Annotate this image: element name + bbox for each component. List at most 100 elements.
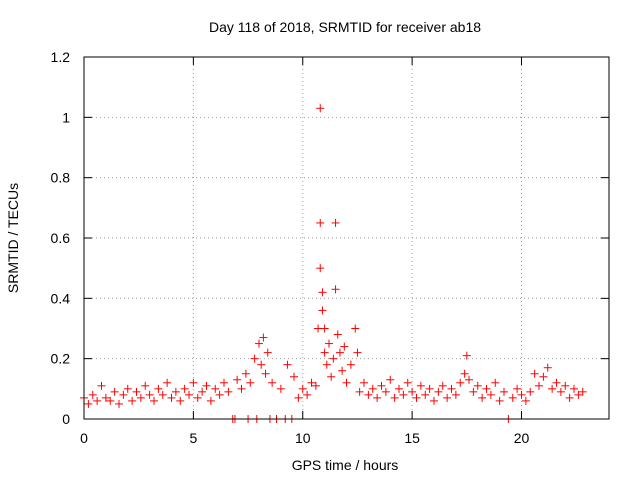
data-points: [80, 104, 587, 423]
data-point: [469, 387, 478, 396]
data-point: [355, 387, 364, 396]
data-point: [473, 381, 482, 390]
data-point: [495, 396, 504, 405]
data-point: [237, 384, 246, 393]
data-point: [556, 387, 565, 396]
data-point: [185, 390, 193, 399]
data-point: [517, 390, 526, 399]
data-point: [150, 396, 158, 405]
data-point: [346, 360, 355, 369]
data-point: [521, 396, 530, 405]
data-point: [250, 354, 259, 363]
data-point: [255, 339, 263, 348]
x-tick-label: 15: [404, 430, 420, 446]
data-point: [342, 378, 351, 387]
data-point: [316, 264, 325, 273]
data-point: [193, 393, 202, 402]
y-tick-label: 1: [62, 109, 70, 125]
data-point: [132, 387, 141, 396]
data-point: [198, 387, 207, 396]
data-point: [535, 381, 543, 390]
data-point: [303, 390, 312, 399]
data-point: [327, 372, 336, 381]
data-point: [97, 381, 106, 390]
data-point: [331, 285, 340, 294]
data-point: [513, 384, 522, 393]
data-point: [368, 384, 377, 393]
data-point: [316, 104, 325, 113]
data-point: [106, 396, 115, 405]
y-tick-label: 1.2: [51, 49, 71, 65]
data-point: [434, 387, 443, 396]
data-point: [259, 333, 268, 342]
data-point: [338, 366, 347, 375]
data-point: [154, 384, 163, 393]
data-point: [123, 384, 132, 393]
data-point: [340, 342, 349, 351]
data-point: [263, 348, 272, 357]
data-point: [395, 384, 403, 393]
y-tick-label: 0: [62, 411, 70, 427]
data-point: [158, 390, 167, 399]
grid: [84, 57, 609, 419]
data-point: [351, 324, 360, 333]
chart-title: Day 118 of 2018, SRMTID for receiver ab1…: [209, 19, 481, 35]
data-point: [316, 218, 325, 227]
data-point: [318, 288, 327, 297]
data-point: [403, 378, 412, 387]
data-point: [241, 369, 250, 378]
data-point: [539, 372, 548, 381]
data-point: [93, 396, 102, 405]
data-point: [360, 378, 368, 387]
data-point: [548, 384, 557, 393]
data-point: [353, 348, 362, 357]
data-point: [408, 387, 417, 396]
x-axis-label: GPS time / hours: [292, 457, 399, 473]
data-point: [171, 387, 180, 396]
data-point: [283, 360, 292, 369]
x-tick-label: 10: [295, 430, 311, 446]
data-point: [84, 399, 93, 408]
data-point: [430, 396, 438, 405]
data-point: [119, 390, 128, 399]
data-point: [206, 396, 215, 405]
y-tick-label: 0.8: [51, 170, 71, 186]
data-point: [399, 390, 408, 399]
data-point: [482, 384, 491, 393]
data-point: [167, 393, 176, 402]
data-point: [322, 360, 331, 369]
data-point: [136, 393, 145, 402]
data-point: [333, 330, 342, 339]
data-point: [246, 378, 255, 387]
data-point: [115, 399, 123, 408]
data-point: [552, 378, 561, 387]
data-point: [381, 387, 390, 396]
data-point: [320, 324, 329, 333]
data-point: [478, 393, 487, 402]
data-point: [570, 384, 578, 393]
x-tick-label: 20: [514, 430, 530, 446]
data-point: [416, 381, 425, 390]
data-point: [438, 381, 447, 390]
data-point: [486, 390, 495, 399]
y-tick-label: 0.4: [51, 290, 71, 306]
data-point: [543, 363, 552, 372]
data-point: [145, 390, 154, 399]
data-point: [276, 384, 285, 393]
data-point: [390, 393, 399, 402]
data-point: [508, 393, 517, 402]
data-point: [530, 369, 539, 378]
data-point: [386, 375, 395, 384]
data-point: [491, 378, 500, 387]
data-point: [561, 381, 570, 390]
data-point: [451, 390, 460, 399]
data-point: [500, 387, 508, 396]
data-point: [290, 372, 298, 381]
data-point: [329, 354, 338, 363]
data-point: [425, 384, 434, 393]
data-point: [211, 384, 220, 393]
data-point: [318, 306, 327, 315]
data-point: [202, 381, 211, 390]
data-point: [180, 384, 189, 393]
